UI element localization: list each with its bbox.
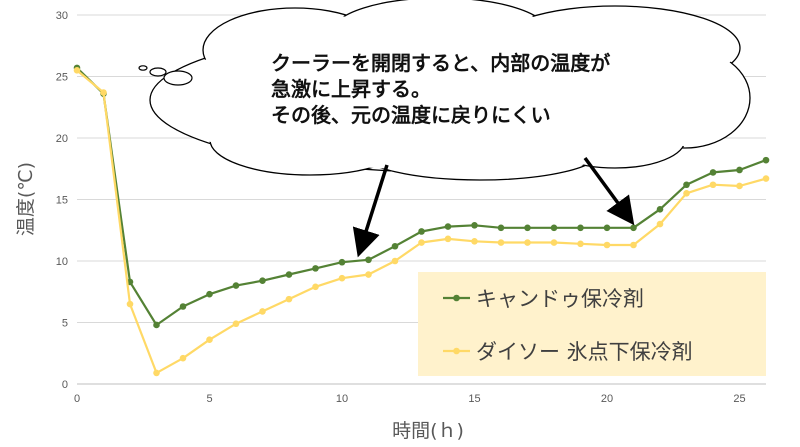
y-tick-label: 0 xyxy=(62,379,68,391)
series-0-point xyxy=(577,224,584,232)
series-0-point xyxy=(444,223,452,230)
x-tick-label: 0 xyxy=(74,393,80,405)
series-1-point xyxy=(736,182,743,190)
callout-line-2: 急激に上昇する。 xyxy=(271,77,431,101)
series-1-point xyxy=(418,239,425,246)
callout-line-1: クーラーを開閉すると、内部の温度が xyxy=(271,51,610,75)
legend-label-daiso: ダイソー 氷点下保冷剤 xyxy=(476,340,693,364)
series-0-point xyxy=(497,224,505,232)
y-tick-label: 10 xyxy=(56,256,68,268)
series-1-point xyxy=(338,274,346,282)
series-1-point xyxy=(391,257,399,265)
series-1-point xyxy=(100,89,107,96)
series-1-point xyxy=(126,300,134,308)
series-0-point xyxy=(762,156,770,164)
series-0-point xyxy=(630,224,637,232)
series-1-point xyxy=(365,271,372,278)
y-tick-label: 15 xyxy=(56,195,68,207)
series-1-point xyxy=(603,241,611,249)
series-0-point xyxy=(206,290,213,298)
series-0-point xyxy=(338,258,346,266)
series-1-point xyxy=(259,308,266,315)
series-1-point xyxy=(524,239,531,246)
legend: キャンドゥ保冷剤 ダイソー 氷点下保冷剤 xyxy=(418,272,766,376)
axes: 0 5 10 15 20 25 30 0 5 10 15 20 25 xyxy=(56,10,766,405)
series-0-point xyxy=(656,206,664,213)
y-tick-label: 30 xyxy=(56,10,68,22)
x-axis-title: 時間(ｈ) xyxy=(392,420,464,442)
legend-label-candoo: キャンドゥ保冷剤 xyxy=(476,287,644,311)
series-0-point xyxy=(471,222,478,229)
series-0-point xyxy=(550,224,558,232)
series-0-point xyxy=(232,282,240,289)
series-1-point xyxy=(444,235,452,243)
series-1-point xyxy=(73,67,81,74)
legend-background xyxy=(418,272,766,376)
annotation-arrow-left xyxy=(352,164,389,258)
series-0-point xyxy=(524,224,531,232)
x-tick-label: 10 xyxy=(336,393,348,405)
legend-swatch-candoo-marker xyxy=(453,294,460,302)
series-0-point xyxy=(153,321,160,329)
y-tick-label: 20 xyxy=(56,133,68,145)
series-1-point xyxy=(312,283,319,291)
series-0-point xyxy=(418,228,425,235)
cloud-tail-bubbles xyxy=(138,65,193,86)
series-1-point xyxy=(550,239,558,246)
series-1-point xyxy=(497,239,505,246)
series-1-point xyxy=(577,240,584,248)
y-axis-title: 温度(℃) xyxy=(15,162,37,236)
series-0-point xyxy=(683,181,690,189)
series-1-point xyxy=(179,354,187,362)
series-0-point xyxy=(259,277,266,284)
series-0-point xyxy=(709,169,717,176)
series-1-point xyxy=(630,241,637,249)
series-0-point xyxy=(179,303,187,310)
y-tick-label: 25 xyxy=(56,72,68,84)
series-1-point xyxy=(709,181,717,189)
series-0-point xyxy=(736,166,743,174)
legend-swatch-daiso-marker xyxy=(453,347,460,355)
series-1-point xyxy=(683,190,690,197)
series-1-point xyxy=(656,220,664,228)
series-1-point xyxy=(471,238,478,245)
series-0-point xyxy=(603,224,611,232)
series-1-point xyxy=(762,175,770,182)
series-0-point xyxy=(391,242,399,250)
series-lines xyxy=(73,64,770,377)
series-1-point xyxy=(232,320,240,328)
series-0-point xyxy=(365,256,372,264)
x-tick-label: 5 xyxy=(206,393,212,405)
annotation-arrow-right xyxy=(583,156,635,226)
x-tick-label: 15 xyxy=(468,393,480,405)
callout-line-3: その後、元の温度に戻りにくい xyxy=(271,103,551,127)
y-tick-label: 5 xyxy=(62,318,68,330)
x-tick-label: 25 xyxy=(733,393,745,405)
series-1-point xyxy=(206,336,213,344)
series-0-point xyxy=(312,265,319,272)
series-1-point xyxy=(153,369,160,377)
annotation-callout: クーラーを開閉すると、内部の温度が 急激に上昇する。 その後、元の温度に戻りにく… xyxy=(138,0,751,181)
x-tick-label: 20 xyxy=(601,393,613,405)
series-1-point xyxy=(285,295,293,303)
series-0-point xyxy=(285,271,293,278)
